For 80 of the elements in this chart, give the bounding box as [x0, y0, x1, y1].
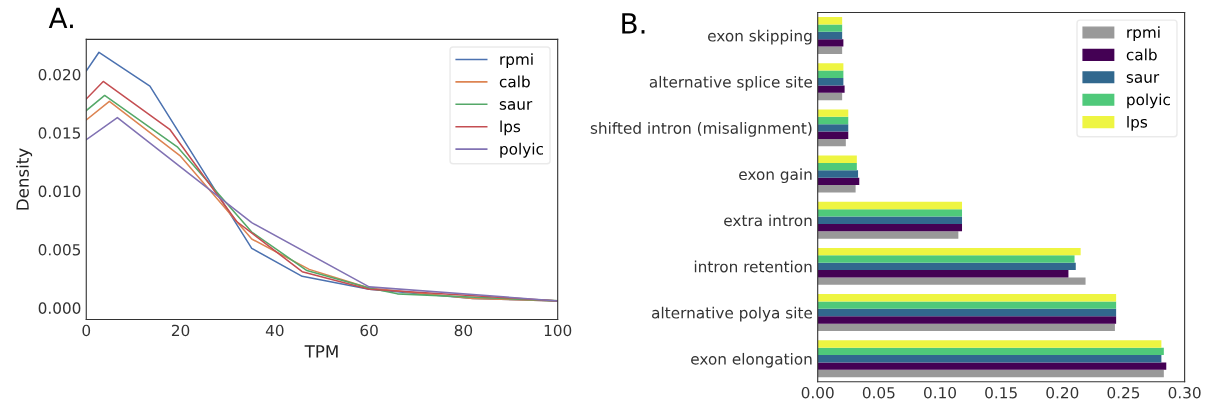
- x-tick-label: 0.25: [1107, 386, 1140, 399]
- bar: [817, 262, 1076, 271]
- bar: [817, 31, 843, 40]
- x-tick-label: 40: [265, 324, 284, 337]
- x-axis-title: TPM: [304, 345, 338, 358]
- bar: [817, 131, 849, 139]
- legend-label: calb: [1126, 48, 1157, 61]
- legend-label: lps: [1127, 115, 1148, 131]
- bar: [817, 223, 963, 232]
- bar: [817, 70, 844, 79]
- x-tick-label: 20: [171, 324, 190, 337]
- legend-label: lps: [500, 120, 521, 136]
- x-tick-label: 80: [454, 324, 473, 337]
- bar: [817, 116, 849, 125]
- legend-label: rpmi: [1127, 26, 1160, 41]
- legend-label: polyic: [1127, 93, 1170, 109]
- legend-label: polyic: [500, 142, 543, 158]
- x-tick-label: 0: [82, 324, 91, 337]
- chart-title: A.: [48, 7, 73, 29]
- bar: [817, 177, 860, 186]
- y-tick-label: 0.005: [38, 243, 81, 256]
- bar: [817, 162, 857, 171]
- y-axis-title: Density: [15, 148, 33, 210]
- y-tick-label: shifted intron (misalignment): [590, 122, 812, 137]
- y-tick-label: 0.000: [38, 302, 81, 314]
- bar: [817, 46, 843, 54]
- bar: [817, 316, 1117, 324]
- bar: [817, 85, 845, 93]
- bar: [817, 323, 1115, 332]
- y-tick-label: extra intron: [724, 214, 812, 227]
- y-tick-label: alternative polya site: [652, 306, 813, 322]
- bar: [817, 124, 849, 132]
- x-tick-label: 0.00: [801, 386, 834, 399]
- legend-label: saur: [1126, 74, 1160, 83]
- y-tick-label: alternative splice site: [649, 75, 813, 91]
- x-tick-label: 0.05: [862, 386, 895, 399]
- legend-label: calb: [499, 75, 530, 88]
- x-tick-label: 0.10: [924, 386, 956, 399]
- bar: [817, 362, 1167, 370]
- bar: [817, 63, 844, 71]
- y-tick-label: 0.010: [38, 185, 81, 198]
- bar: [817, 270, 1069, 278]
- x-tick-label: 60: [360, 324, 378, 337]
- bar: [817, 92, 843, 101]
- bar: [817, 24, 843, 32]
- bar: [817, 340, 1162, 348]
- bar: [817, 209, 963, 217]
- bar: [817, 255, 1075, 263]
- bar: [817, 301, 1117, 309]
- bar: [817, 347, 1164, 356]
- y-tick-label: intron retention: [694, 260, 812, 273]
- bar: [817, 170, 859, 178]
- y-tick-label: 0.020: [38, 68, 81, 81]
- y-tick-label: exon elongation: [691, 352, 812, 368]
- y-tick-label: 0.015: [38, 127, 81, 139]
- bar: [817, 277, 1086, 285]
- bar: [817, 355, 1162, 363]
- bar: [817, 216, 963, 224]
- bar: [817, 39, 844, 47]
- bar: [817, 294, 1117, 302]
- bar: [817, 138, 846, 147]
- x-tick-label: 100: [544, 324, 572, 337]
- bar: [817, 201, 963, 210]
- bar: [817, 155, 857, 163]
- bar: [817, 17, 843, 25]
- x-tick-label: 0.30: [1168, 386, 1201, 399]
- bar: [817, 247, 1081, 256]
- x-tick-label: 0.20: [1046, 386, 1079, 399]
- bar: [817, 78, 844, 86]
- x-tick-label: 0.15: [985, 386, 1017, 399]
- bar: [817, 231, 959, 239]
- y-tick-label: exon skipping: [708, 29, 812, 45]
- bar: [817, 308, 1117, 317]
- y-tick-label: exon gain: [739, 168, 812, 184]
- bar: [817, 109, 849, 117]
- chart-title: B.: [622, 13, 645, 34]
- bar: [817, 185, 856, 193]
- legend-label: rpmi: [500, 53, 533, 68]
- bar: [817, 369, 1164, 378]
- legend-label: saur: [499, 101, 533, 110]
